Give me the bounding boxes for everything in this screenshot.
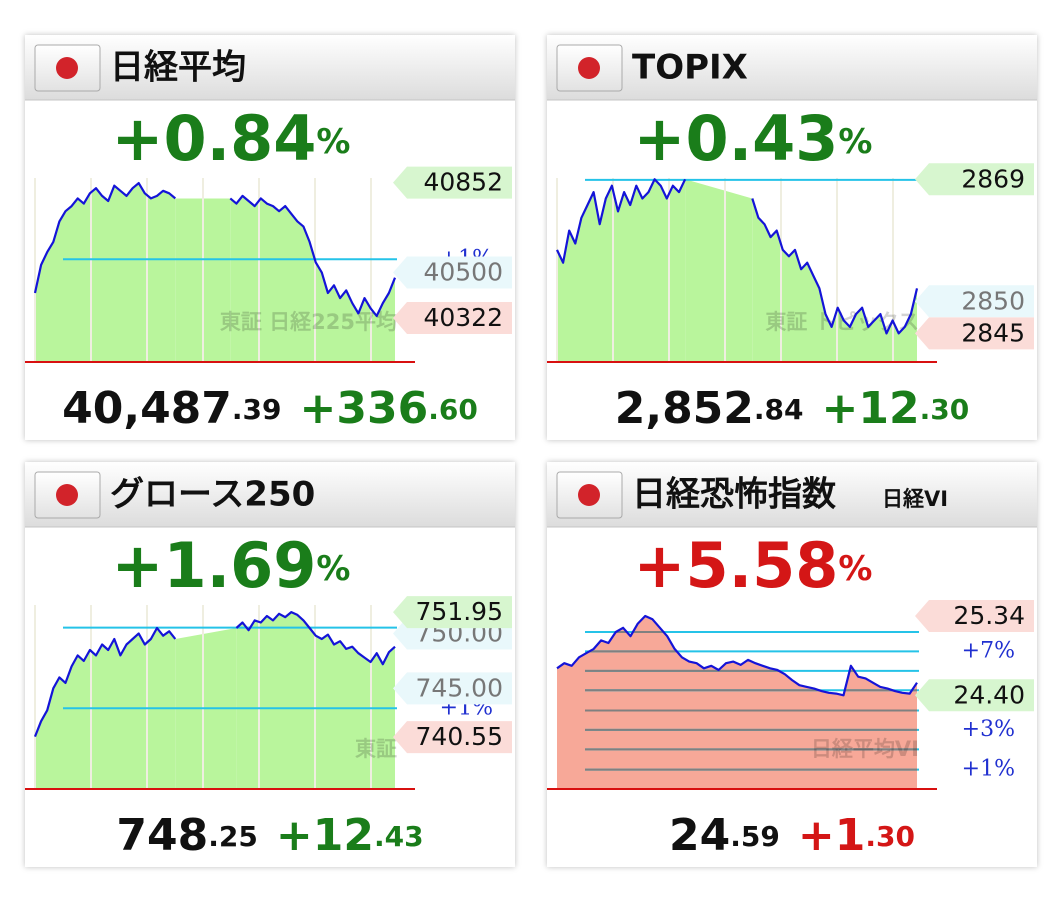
level-flag (393, 721, 512, 754)
level-label: +1% (962, 757, 1015, 782)
level-label: +3% (962, 717, 1015, 742)
price-integer: 2,852 (615, 383, 754, 434)
change-percent: +0.43% (634, 102, 873, 175)
panel-title: グロース250 (110, 475, 315, 515)
change-percent-number: +1.69 (112, 529, 317, 602)
change-integer: +12 (822, 383, 920, 434)
level-flag (915, 679, 1034, 712)
price-integer: 748 (116, 810, 208, 861)
panel-header (25, 462, 515, 527)
price-area (35, 612, 395, 789)
price-decimal: .84 (754, 393, 804, 426)
change-percent-unit: % (316, 122, 350, 162)
change-percent-number: +0.43 (634, 102, 839, 175)
price-area (557, 179, 917, 362)
market-panel: 日経恐怖指数 日経VI +5.58% +1% +3% +7% 日経平均VI 24.40 25.3… (547, 462, 1037, 867)
price-integer: 24 (669, 810, 730, 861)
price-row: 748.25 +12.43 (116, 810, 423, 861)
market-panel: 日経平均+0.84%+1%東証 日経225平均40500408524032240… (25, 35, 515, 440)
price-line (33, 611, 396, 738)
change-integer: +336 (300, 383, 429, 434)
level-flag-label: 740.55 (416, 722, 503, 751)
flag-sun (56, 484, 78, 506)
price-decimal: .39 (232, 393, 282, 426)
change-percent-number: +5.58 (634, 529, 839, 602)
price-line (556, 178, 919, 335)
change-percent: +0.84% (112, 102, 351, 175)
change-percent-unit: % (316, 549, 350, 589)
market-panel: TOPIX +0.43% 東証 トピックス 2850 2869 2845 2,852.84 +… (547, 35, 1037, 440)
level-flag-label: 2845 (961, 318, 1025, 347)
price-decimal: .59 (730, 820, 780, 853)
level-flag-label: 2850 (961, 286, 1025, 315)
panel-title: 日経恐怖指数 (632, 475, 836, 515)
change-percent: +1.69% (112, 529, 351, 602)
change-integer: +12 (276, 810, 374, 861)
panel-subtitle: 日経VI (882, 487, 948, 511)
panel-header (547, 462, 1037, 527)
price-row: 2,852.84 +12.30 (615, 383, 970, 434)
watermark: 東証 (355, 737, 397, 761)
change-decimal: .60 (428, 393, 478, 426)
price-line (556, 614, 918, 697)
level-flag (393, 596, 512, 629)
change-decimal: .30 (920, 393, 970, 426)
level-flag (915, 163, 1034, 196)
level-flag (393, 672, 512, 705)
level-flag (915, 317, 1034, 350)
price-area (557, 616, 917, 789)
panel-header (547, 35, 1037, 100)
panel-header (25, 35, 515, 100)
change-decimal: .30 (865, 820, 915, 853)
level-flag-label: 2869 (961, 164, 1025, 193)
level-flag-label: 40500 (423, 258, 503, 287)
level-flag (915, 285, 1034, 318)
level-flag-label: 745.00 (416, 673, 503, 702)
level-flag-label: 751.95 (416, 597, 503, 626)
change-integer: +1 (798, 810, 865, 861)
change-percent-number: +0.84 (112, 102, 317, 175)
level-flag (393, 256, 512, 289)
flag-sun (578, 57, 600, 79)
watermark: 日経平均VI (811, 737, 919, 761)
price-line (33, 182, 397, 318)
level-flag (915, 599, 1034, 632)
level-label: +7% (962, 638, 1015, 663)
panel-title: 日経平均 (110, 48, 246, 88)
change-percent-unit: % (838, 122, 872, 162)
level-flag-label: 40322 (423, 303, 503, 332)
panel-title: TOPIX (632, 48, 748, 88)
flag-sun (56, 57, 78, 79)
watermark: 東証 日経225平均 (220, 310, 397, 334)
market-panel: グロース250+1.69%+1%東証745.00750.00751.95740.… (25, 462, 515, 867)
level-flag (393, 166, 512, 199)
level-flag (393, 302, 512, 335)
flag-sun (578, 484, 600, 506)
level-flag-label: 25.34 (953, 601, 1025, 630)
change-percent: +5.58% (634, 529, 873, 602)
level-flag-label: 40852 (423, 168, 503, 197)
price-decimal: .25 (208, 820, 258, 853)
session-gap-fill (685, 179, 753, 362)
price-area (35, 183, 395, 362)
change-decimal: .43 (374, 820, 424, 853)
change-percent-unit: % (838, 549, 872, 589)
level-flag-label: 24.40 (953, 680, 1025, 709)
price-row: 40,487.39 +336.60 (62, 383, 478, 434)
price-integer: 40,487 (62, 383, 232, 434)
watermark: 東証 トピックス (765, 310, 919, 334)
price-row: 24.59 +1.30 (669, 810, 915, 861)
